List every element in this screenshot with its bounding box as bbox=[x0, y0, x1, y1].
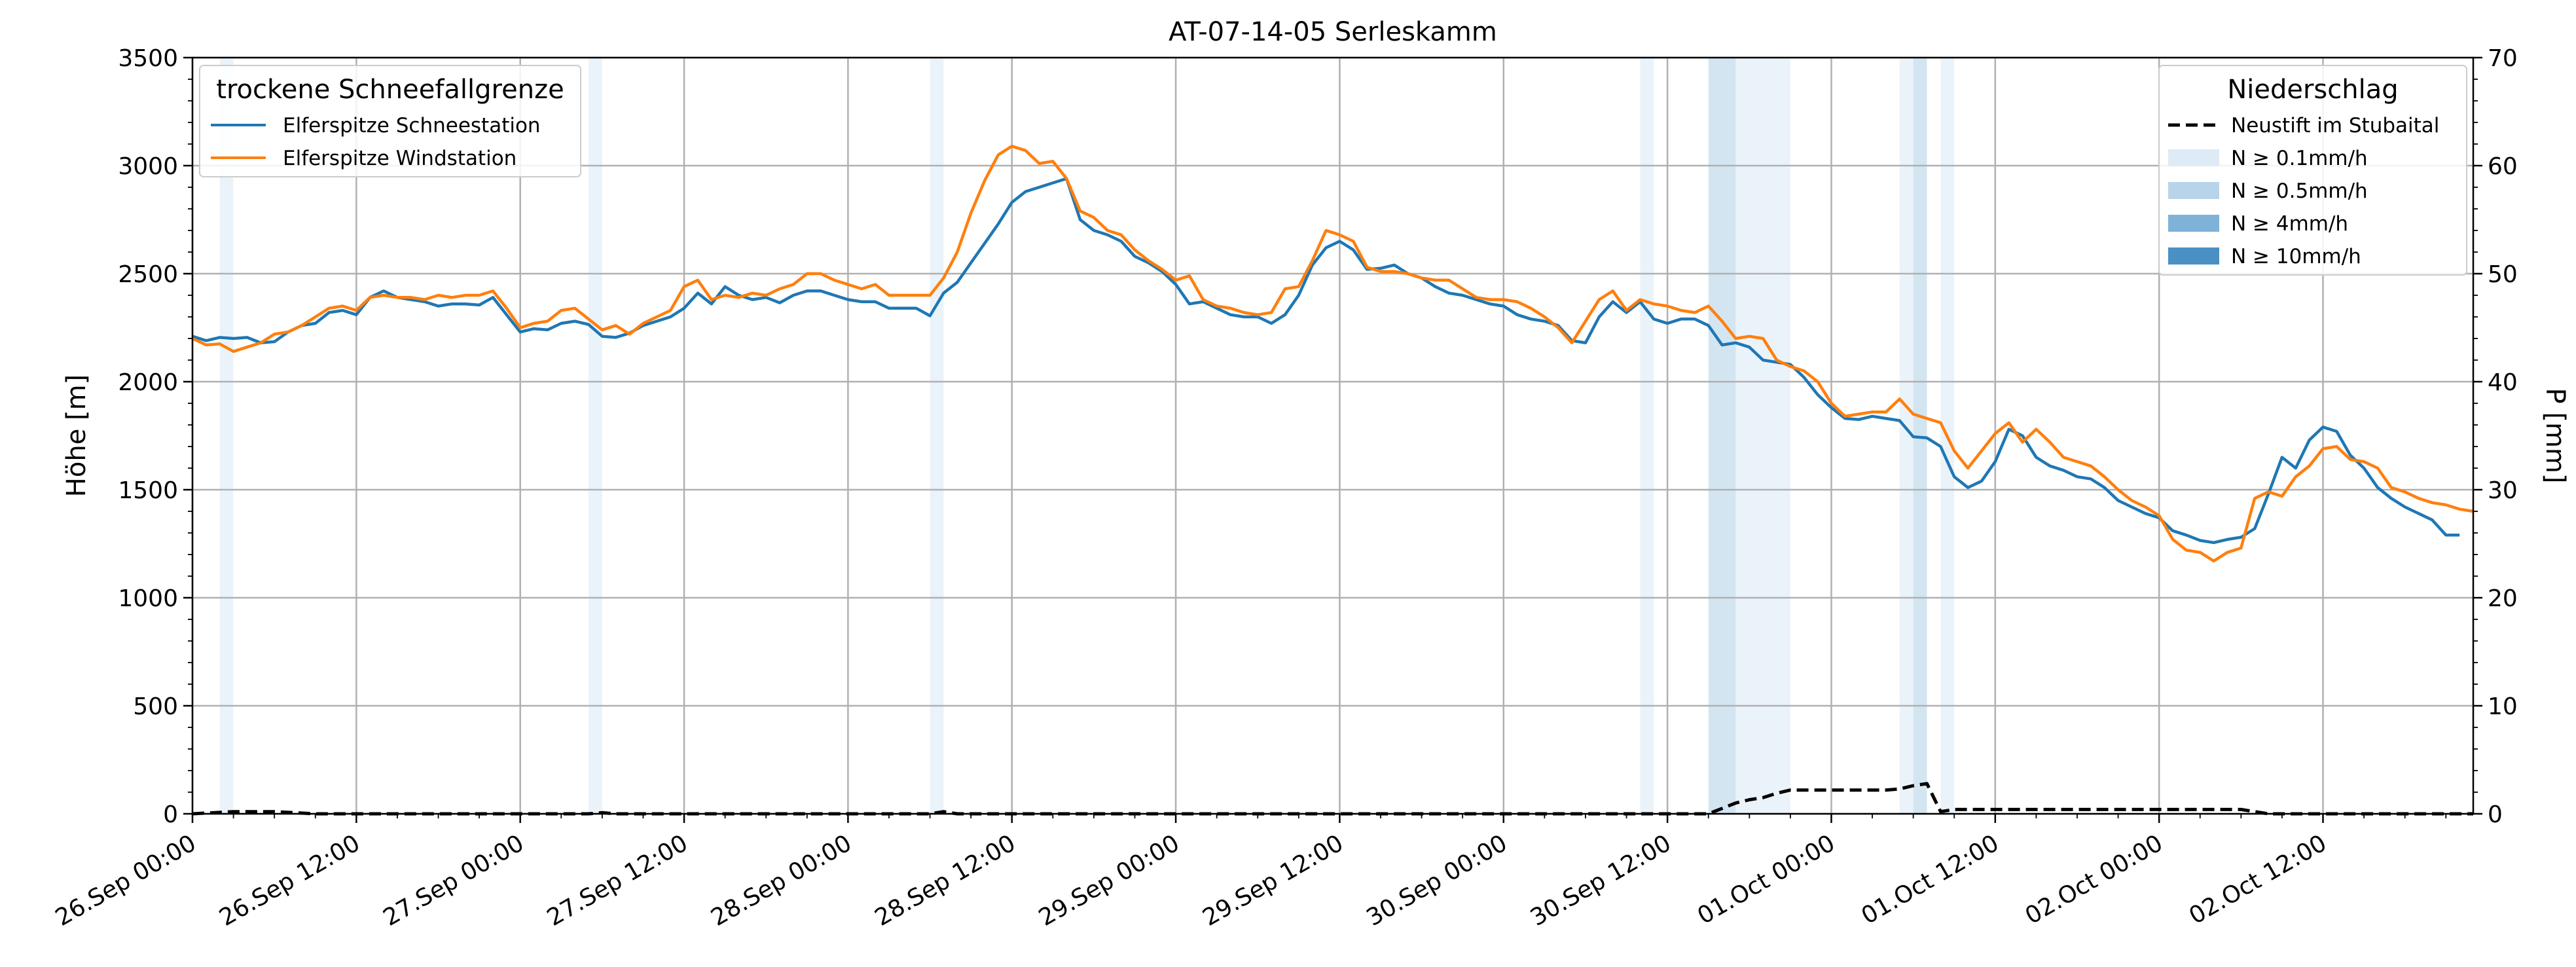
precip-shade-5 bbox=[1735, 58, 1790, 814]
y-tick-label-4: 2000 bbox=[118, 369, 178, 396]
legend-snowline-box bbox=[199, 65, 581, 177]
y2-tick-label-4: 40 bbox=[2488, 369, 2518, 396]
series-line-1 bbox=[192, 145, 2474, 563]
precip-shade-4 bbox=[1708, 58, 1736, 814]
y-tick-label-3: 1500 bbox=[118, 477, 178, 504]
y2-tick-label-6: 60 bbox=[2488, 153, 2518, 180]
legend-snowline: trockene Schneefallgrenze Elferspitze Sc… bbox=[199, 65, 581, 177]
precip-shade-6 bbox=[1899, 58, 1914, 814]
legend-label-n01: N ≥ 0.1mm/h bbox=[2231, 147, 2368, 170]
legend-swatch-n01 bbox=[2168, 149, 2219, 166]
precip-shade-1 bbox=[589, 58, 602, 814]
precip-shade-0 bbox=[219, 58, 234, 814]
legend-swatch-n4 bbox=[2168, 215, 2219, 232]
y-tick-label-5: 2500 bbox=[118, 261, 178, 288]
legend-label-windstation: Elferspitze Windstation bbox=[283, 147, 517, 170]
legend-precipitation-title: Niederschlag bbox=[2227, 75, 2398, 105]
precip-shade-3 bbox=[1640, 58, 1654, 814]
y2-tick-label-5: 50 bbox=[2488, 261, 2518, 288]
chart-title: AT-07-14-05 Serleskamm bbox=[1169, 17, 1497, 47]
y-tick-label-1: 500 bbox=[133, 693, 178, 720]
precipitation-shading bbox=[219, 58, 1955, 814]
legend-label-n4: N ≥ 4mm/h bbox=[2231, 212, 2348, 236]
y-tick-label-0: 0 bbox=[163, 801, 178, 828]
legend-precipitation-box bbox=[2158, 65, 2467, 276]
plot-frame bbox=[191, 56, 2475, 815]
y-tick-label-2: 1000 bbox=[118, 585, 178, 612]
y-axis-label: Höhe [m] bbox=[62, 374, 92, 497]
legend-label-n10: N ≥ 10mm/h bbox=[2231, 245, 2361, 268]
legend-label-schneestation: Elferspitze Schneestation bbox=[283, 114, 541, 137]
precip-shade-2 bbox=[930, 58, 944, 814]
series-lines bbox=[192, 145, 2474, 816]
y-tick-label-7: 3500 bbox=[118, 45, 178, 72]
y2-tick-label-7: 70 bbox=[2488, 45, 2518, 72]
y2-tick-label-2: 20 bbox=[2488, 585, 2518, 612]
series-line-2 bbox=[192, 782, 2473, 816]
y2-tick-label-1: 10 bbox=[2488, 693, 2518, 720]
legend-swatch-n10 bbox=[2168, 247, 2219, 265]
legend-snowline-title: trockene Schneefallgrenze bbox=[216, 75, 564, 105]
legend-swatch-n05 bbox=[2168, 182, 2219, 199]
precip-shade-7 bbox=[1913, 58, 1927, 814]
y2-axis-label: P [mm] bbox=[2540, 388, 2570, 484]
y-tick-label-6: 3000 bbox=[118, 153, 178, 180]
y2-tick-label-0: 0 bbox=[2488, 801, 2503, 828]
series-line-0 bbox=[192, 177, 2460, 545]
legend-label-neustift: Neustift im Stubaital bbox=[2231, 114, 2439, 137]
y2-tick-label-3: 30 bbox=[2488, 477, 2518, 504]
legend-precipitation: Niederschlag Neustift im Stubaital N ≥ 0… bbox=[2158, 65, 2467, 276]
legend-label-n05: N ≥ 0.5mm/h bbox=[2231, 179, 2368, 203]
